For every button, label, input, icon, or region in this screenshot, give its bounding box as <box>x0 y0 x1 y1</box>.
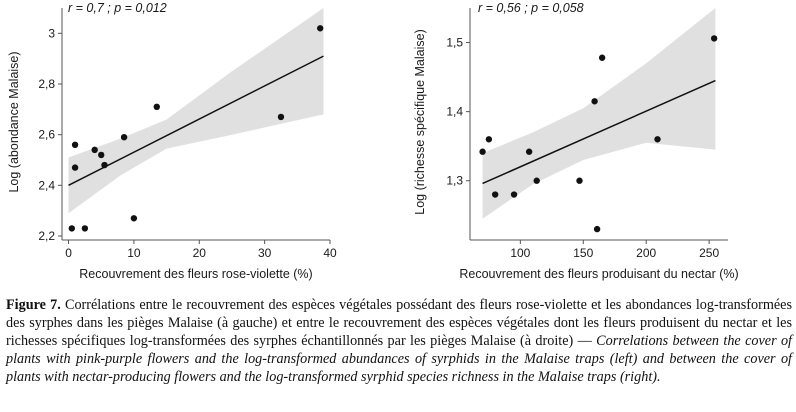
caption-french: Corrélations entre le recouvrement des e… <box>6 297 792 349</box>
data-point <box>130 215 138 222</box>
data-point <box>120 134 128 141</box>
data-point <box>576 177 583 184</box>
x-tick-label: 20 <box>193 246 207 260</box>
data-point <box>598 54 606 61</box>
left-chart-svg: 0 10 20 30 40 2,2 2,4 2,6 2,8 3 Recouvrement des f… <box>7 1 337 281</box>
y-axis-title: Log (richesse spécifique Malaise) <box>413 29 427 215</box>
data-point <box>98 151 105 159</box>
data-point <box>71 164 79 171</box>
x-axis-title: Recouvrement des fleurs produisant du ne… <box>459 267 738 281</box>
y-tick-label: 2,6 <box>38 128 55 142</box>
data-point <box>71 141 79 148</box>
x-tick-label: 30 <box>258 246 272 260</box>
data-point <box>153 103 160 111</box>
data-point <box>68 225 76 232</box>
y-tick-label: 1,4 <box>446 105 463 119</box>
data-point <box>101 161 108 169</box>
x-axis-title: Recouvrement des fleurs rose-violette (%… <box>79 267 312 281</box>
confidence-band <box>482 8 716 219</box>
y-tick-label: 2,4 <box>38 178 55 192</box>
regression-line <box>482 79 716 185</box>
y-tick-label: 1,5 <box>446 36 463 50</box>
confidence-band <box>68 8 324 214</box>
x-tick-label: 100 <box>510 246 530 260</box>
y-tick-label: 2,2 <box>38 229 55 243</box>
x-tick-label: 0 <box>65 246 72 260</box>
data-point <box>479 148 486 155</box>
x-tick-label: 200 <box>636 246 656 260</box>
data-point <box>277 113 285 121</box>
y-tick-label: 1,3 <box>446 174 463 188</box>
caption-english: Correlations between the cover of plants… <box>6 333 792 385</box>
left-scatter-chart: 0 10 20 30 40 2,2 2,4 2,6 2,8 3 Recouvrement des f… <box>0 0 398 292</box>
data-point <box>485 136 493 143</box>
data-point <box>316 25 324 32</box>
data-point <box>491 191 499 198</box>
data-point <box>591 98 598 105</box>
data-point <box>710 35 718 42</box>
caption-label: Figure 7. <box>6 297 61 313</box>
regression-line <box>68 55 324 187</box>
x-tick-label: 250 <box>699 246 719 260</box>
data-point <box>510 191 518 198</box>
y-tick-label: 2,8 <box>38 77 55 91</box>
data-point <box>654 136 661 143</box>
right-chart-svg: 100 150 200 250 1,3 1,4 1,5 Recouvrement des fl… <box>413 1 739 281</box>
figure-caption: Figure 7. Corrélations entre le recouvre… <box>6 296 792 386</box>
y-tick-label: 3 <box>48 26 55 40</box>
y-axis-title: Log (abondance Malaise) <box>7 51 21 192</box>
correlation-annotation: r = 0,7 ; p = 0,012 <box>68 1 167 15</box>
x-tick-label: 40 <box>323 246 337 260</box>
data-point <box>81 225 89 232</box>
data-point <box>525 148 533 155</box>
correlation-annotation: r = 0,56 ; p = 0,058 <box>478 1 584 15</box>
x-tick-label: 10 <box>127 246 141 260</box>
data-point <box>593 225 601 233</box>
x-tick-label: 150 <box>573 246 593 260</box>
data-point <box>91 146 98 154</box>
right-scatter-chart: 100 150 200 250 1,3 1,4 1,5 Recouvrement des fl… <box>398 0 796 292</box>
data-point <box>533 177 540 184</box>
